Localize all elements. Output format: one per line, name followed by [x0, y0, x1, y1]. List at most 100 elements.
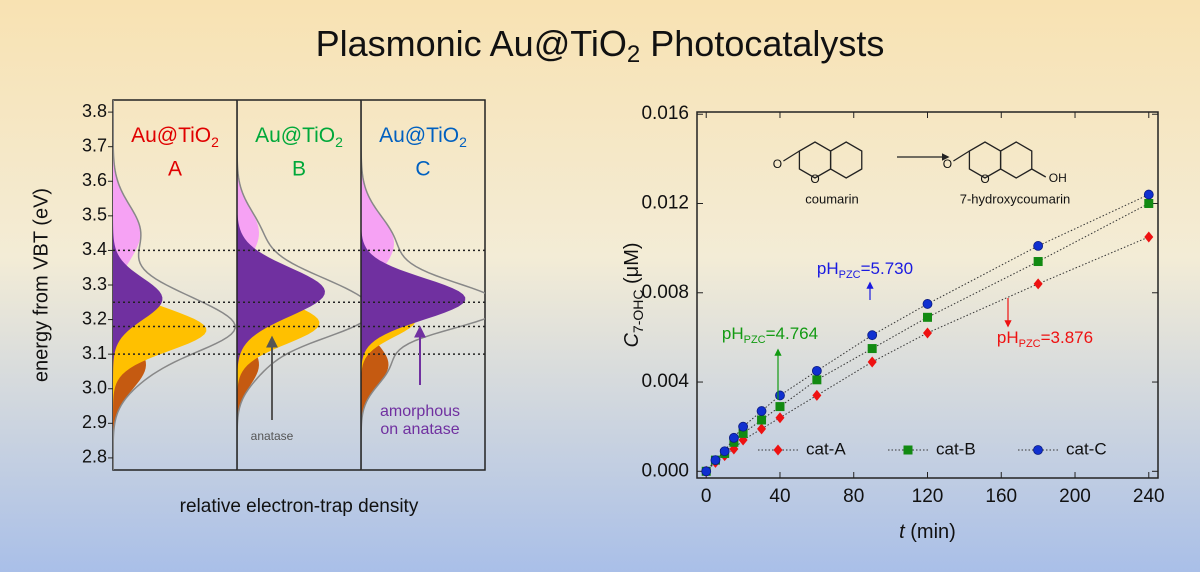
- panel-label: Au@TiO2: [255, 124, 343, 150]
- panel-label-sub: 2: [211, 134, 219, 150]
- marker: [1033, 241, 1044, 251]
- reactant-label: coumarin: [805, 191, 858, 206]
- marker: [701, 466, 712, 477]
- annotation-text: pHPZC=3.876: [997, 328, 1093, 349]
- molecule-ring: [829, 141, 863, 179]
- marker: [775, 412, 785, 424]
- atom-label: O: [773, 157, 782, 171]
- density-component: [113, 100, 163, 470]
- marker: [756, 406, 767, 416]
- marker: [757, 415, 767, 425]
- molecule-bond: [1031, 168, 1047, 178]
- density-chart: 2.8 2.9 3.0 3.1 3.2 3.3 3.4 3.5 3.6 3.7 3.8 energy …: [30, 99, 486, 517]
- panel-label-sub: 2: [335, 134, 343, 150]
- density-component: [361, 100, 389, 470]
- annotation-main: pH: [997, 328, 1019, 347]
- y-tick-label: 0.000: [641, 460, 689, 481]
- x-axis-label-var: t: [899, 521, 906, 543]
- atom-label: O: [980, 172, 989, 186]
- panel-label-main: Au@TiO: [131, 124, 211, 147]
- marker: [867, 356, 877, 368]
- annotation-main: pH: [722, 324, 744, 343]
- marker: [1144, 199, 1154, 208]
- annotation-text: pHPZC=5.730: [817, 259, 913, 280]
- marker: [775, 402, 785, 412]
- panel-label-sub: 2: [459, 134, 467, 150]
- y-tick-label: 0.004: [641, 371, 689, 392]
- x-axis-label-rest: (min): [905, 521, 956, 543]
- marker: [922, 299, 933, 309]
- annotation-text: anatase: [251, 429, 294, 443]
- y-tick-label: 0.012: [641, 193, 689, 214]
- marker: [867, 330, 878, 341]
- marker: [719, 446, 730, 457]
- y-tick-label: 0.008: [641, 282, 689, 303]
- x-tick-label: 240: [1133, 486, 1165, 507]
- annotation-sub: PZC: [839, 269, 861, 281]
- legend-label: cat-C: [1066, 439, 1107, 458]
- x-tick-label: 40: [769, 486, 790, 507]
- y-axis-label-rest: (μM): [621, 242, 643, 289]
- atom-label: O: [810, 172, 819, 186]
- y-axis-label: energy from VBT (eV): [30, 188, 52, 382]
- marker: [710, 455, 721, 466]
- marker: [1143, 189, 1154, 200]
- marker: [757, 423, 767, 435]
- density-component: [237, 100, 325, 470]
- y-tick-label: 2.9: [82, 412, 107, 432]
- marker: [1033, 278, 1043, 290]
- marker: [812, 375, 822, 385]
- title: Plasmonic Au@TiO2 Photocatalysts: [316, 23, 885, 69]
- y-tick-label: 3.5: [82, 205, 107, 225]
- panel: [113, 100, 236, 470]
- panel-letter: A: [168, 158, 182, 181]
- panel-letter: C: [415, 158, 430, 181]
- x-tick-label: 160: [985, 486, 1017, 507]
- marker: [1033, 445, 1043, 455]
- x-tick-label: 200: [1059, 486, 1091, 507]
- y-axis-label: C7-OHC (μM): [621, 242, 645, 347]
- panel-label-main: Au@TiO: [255, 124, 335, 147]
- marker: [738, 428, 748, 438]
- marker: [811, 365, 822, 376]
- molecule-bond: [953, 150, 970, 162]
- annotation-text: on anatase: [380, 421, 459, 438]
- marker: [812, 389, 822, 401]
- y-tick-label: 3.6: [82, 170, 107, 190]
- atom-label: OH: [1049, 171, 1067, 185]
- y-tick-label: 3.3: [82, 274, 107, 294]
- x-axis-label: relative electron-trap density: [180, 496, 419, 517]
- density-component: [237, 100, 259, 470]
- annotation-sub: PZC: [1019, 338, 1041, 350]
- y-tick-label: 0.016: [641, 103, 689, 124]
- marker: [867, 344, 877, 354]
- marker: [1144, 231, 1154, 243]
- density-envelope: [113, 100, 236, 470]
- y-axis-label-sub: 7-OHC: [630, 290, 646, 334]
- kinetics-chart: 0.000 0.004 0.008 0.012 0.016 0 40 80 120 160 200 2…: [621, 103, 1164, 543]
- y-tick-label: 3.7: [82, 135, 107, 155]
- x-axis-label: t (min): [899, 521, 956, 543]
- y-tick-label: 3.4: [82, 239, 107, 259]
- annotation-main: pH: [817, 259, 839, 278]
- marker: [923, 327, 932, 339]
- annotation-rest: =4.764: [766, 324, 818, 343]
- annotation-rest: =5.730: [861, 259, 913, 278]
- panel-label: Au@TiO2: [379, 124, 467, 150]
- density-component: [361, 100, 466, 470]
- marker: [773, 444, 783, 456]
- x-tick-label: 0: [701, 486, 712, 507]
- atom-label: O: [943, 157, 952, 171]
- y-tick-label: 3.2: [82, 308, 107, 328]
- density-component: [113, 100, 141, 470]
- y-tick-label: 2.8: [82, 447, 107, 467]
- marker: [738, 421, 748, 432]
- molecule-ring: [999, 141, 1033, 179]
- x-tick-label: 80: [843, 486, 864, 507]
- marker: [728, 432, 739, 443]
- y-axis-label-var: C: [621, 333, 643, 348]
- marker: [775, 390, 785, 401]
- marker: [1033, 257, 1043, 267]
